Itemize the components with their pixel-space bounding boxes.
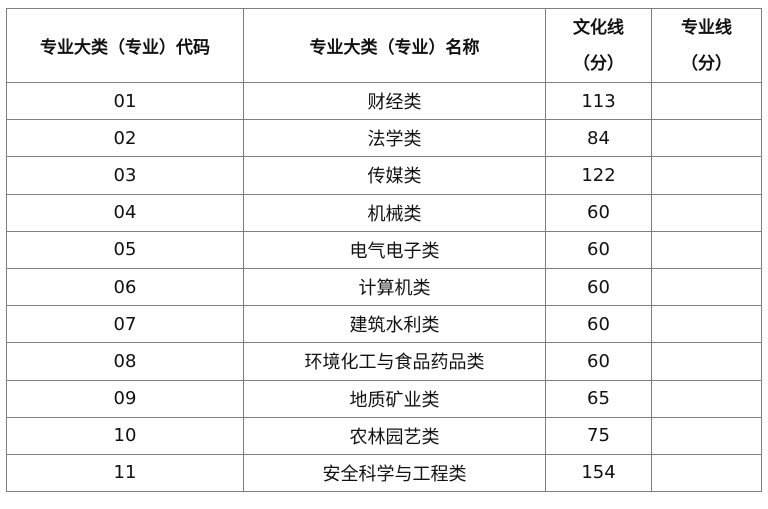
table-row: 09 地质矿业类 65 [6, 379, 762, 418]
cell-code: 05 [6, 230, 244, 269]
cell-code: 09 [6, 379, 244, 418]
table-row: 07 建筑水利类 60 [6, 305, 762, 344]
cell-culture-score: 60 [545, 342, 652, 381]
cell-name: 环境化工与食品药品类 [243, 342, 546, 381]
cell-name: 财经类 [243, 81, 546, 121]
cell-code: 03 [6, 156, 244, 195]
cell-major-score [651, 119, 762, 158]
table-row: 06 计算机类 60 [6, 267, 762, 307]
cell-culture-score: 122 [545, 156, 652, 195]
cell-major-score [651, 156, 762, 195]
cell-code: 06 [6, 267, 244, 307]
cell-culture-score: 75 [545, 416, 652, 455]
cell-name: 地质矿业类 [243, 379, 546, 418]
header-major-line: 专业线 （分） [651, 8, 762, 83]
table-row: 11 安全科学与工程类 154 [6, 453, 762, 493]
cell-name: 计算机类 [243, 267, 546, 307]
header-major-line-title: 专业线 [681, 17, 732, 38]
cell-code: 04 [6, 193, 244, 232]
cell-culture-score: 60 [545, 230, 652, 269]
cell-major-score [651, 267, 762, 307]
cell-major-score [651, 305, 762, 344]
header-name: 专业大类（专业）名称 [243, 8, 546, 83]
table-row: 04 机械类 60 [6, 193, 762, 232]
cell-code: 02 [6, 119, 244, 158]
table-row: 05 电气电子类 60 [6, 230, 762, 269]
cell-culture-score: 65 [545, 379, 652, 418]
cell-name: 农林园艺类 [243, 416, 546, 455]
cell-code: 08 [6, 342, 244, 381]
table-row: 02 法学类 84 [6, 119, 762, 158]
cell-name: 安全科学与工程类 [243, 453, 546, 493]
cell-name: 机械类 [243, 193, 546, 232]
cell-major-score [651, 230, 762, 269]
cell-code: 11 [6, 453, 244, 493]
header-row: 专业大类（专业）代码 专业大类（专业）名称 文化线 （分） 专业线 （分） [6, 8, 762, 83]
cell-major-score [651, 81, 762, 121]
cell-major-score [651, 342, 762, 381]
header-major-line-unit: （分） [681, 53, 732, 74]
table-row: 08 环境化工与食品药品类 60 [6, 342, 762, 381]
header-code: 专业大类（专业）代码 [6, 8, 244, 83]
table-row: 03 传媒类 122 [6, 156, 762, 195]
header-culture-line: 文化线 （分） [545, 8, 652, 83]
cell-code: 01 [6, 81, 244, 121]
cell-culture-score: 113 [545, 81, 652, 121]
score-line-table: 专业大类（专业）代码 专业大类（专业）名称 文化线 （分） 专业线 （分） 01… [6, 8, 762, 493]
table-row: 01 财经类 113 [6, 81, 762, 121]
cell-major-score [651, 379, 762, 418]
cell-name: 法学类 [243, 119, 546, 158]
cell-culture-score: 60 [545, 305, 652, 344]
cell-major-score [651, 193, 762, 232]
cell-major-score [651, 416, 762, 455]
cell-culture-score: 60 [545, 193, 652, 232]
cell-major-score [651, 453, 762, 493]
header-culture-line-title: 文化线 [573, 17, 624, 38]
cell-name: 传媒类 [243, 156, 546, 195]
cell-culture-score: 60 [545, 267, 652, 307]
cell-culture-score: 154 [545, 453, 652, 493]
header-culture-line-unit: （分） [573, 53, 624, 74]
table-row: 10 农林园艺类 75 [6, 416, 762, 455]
cell-code: 07 [6, 305, 244, 344]
cell-code: 10 [6, 416, 244, 455]
cell-name: 电气电子类 [243, 230, 546, 269]
cell-name: 建筑水利类 [243, 305, 546, 344]
cell-culture-score: 84 [545, 119, 652, 158]
